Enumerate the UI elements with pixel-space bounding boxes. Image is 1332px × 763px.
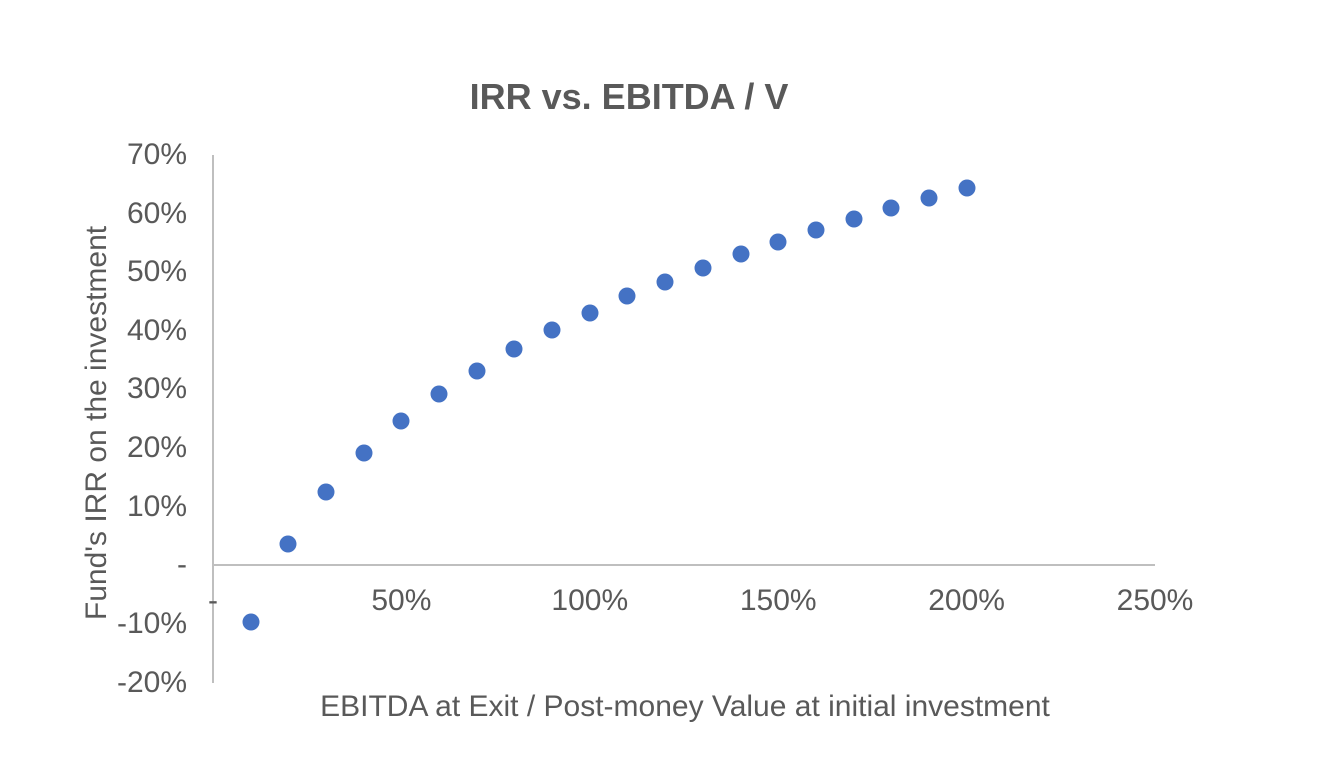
y-tick-label: 30% [126,372,187,406]
data-point [845,210,863,228]
data-point [807,221,825,239]
y-tick-label: 60% [126,196,187,230]
x-tick-label: 100% [551,584,629,618]
y-tick-label: 50% [126,255,187,289]
data-point [769,233,787,251]
y-tick-label: -20% [116,665,187,699]
y-axis-line [212,155,214,683]
x-axis-line [213,564,1155,567]
x-tick-label: 50% [371,584,432,618]
data-point [279,535,297,553]
x-tick-label: 250% [1116,584,1194,618]
data-point [581,304,599,322]
data-point [505,340,523,358]
y-tick-label: - [177,548,187,582]
data-point [958,179,976,197]
data-point [430,385,448,403]
data-point [317,483,335,501]
data-point [355,444,373,462]
data-point [694,259,712,277]
data-point [618,287,636,305]
y-tick-label: 40% [126,313,187,347]
data-point [242,613,260,631]
data-point [656,273,674,291]
data-point [468,362,486,380]
x-tick-label: 200% [928,584,1005,618]
y-axis-title: Fund's IRR on the investment [80,225,113,621]
y-tick-label: 20% [126,431,187,465]
data-point [392,412,410,430]
chart-title: IRR vs. EBITDA / V [469,76,789,117]
data-point [920,189,938,207]
data-point [882,199,900,217]
y-tick-label: 10% [126,489,187,523]
y-tick-label: -10% [116,606,187,640]
data-point [543,321,561,339]
data-point [732,245,750,263]
x-axis-title: EBITDA at Exit / Post-money Value at ini… [320,690,1050,723]
x-tick-label: 150% [739,584,817,618]
x-tick-label: - [208,584,218,618]
y-tick-label: 70% [126,138,187,171]
